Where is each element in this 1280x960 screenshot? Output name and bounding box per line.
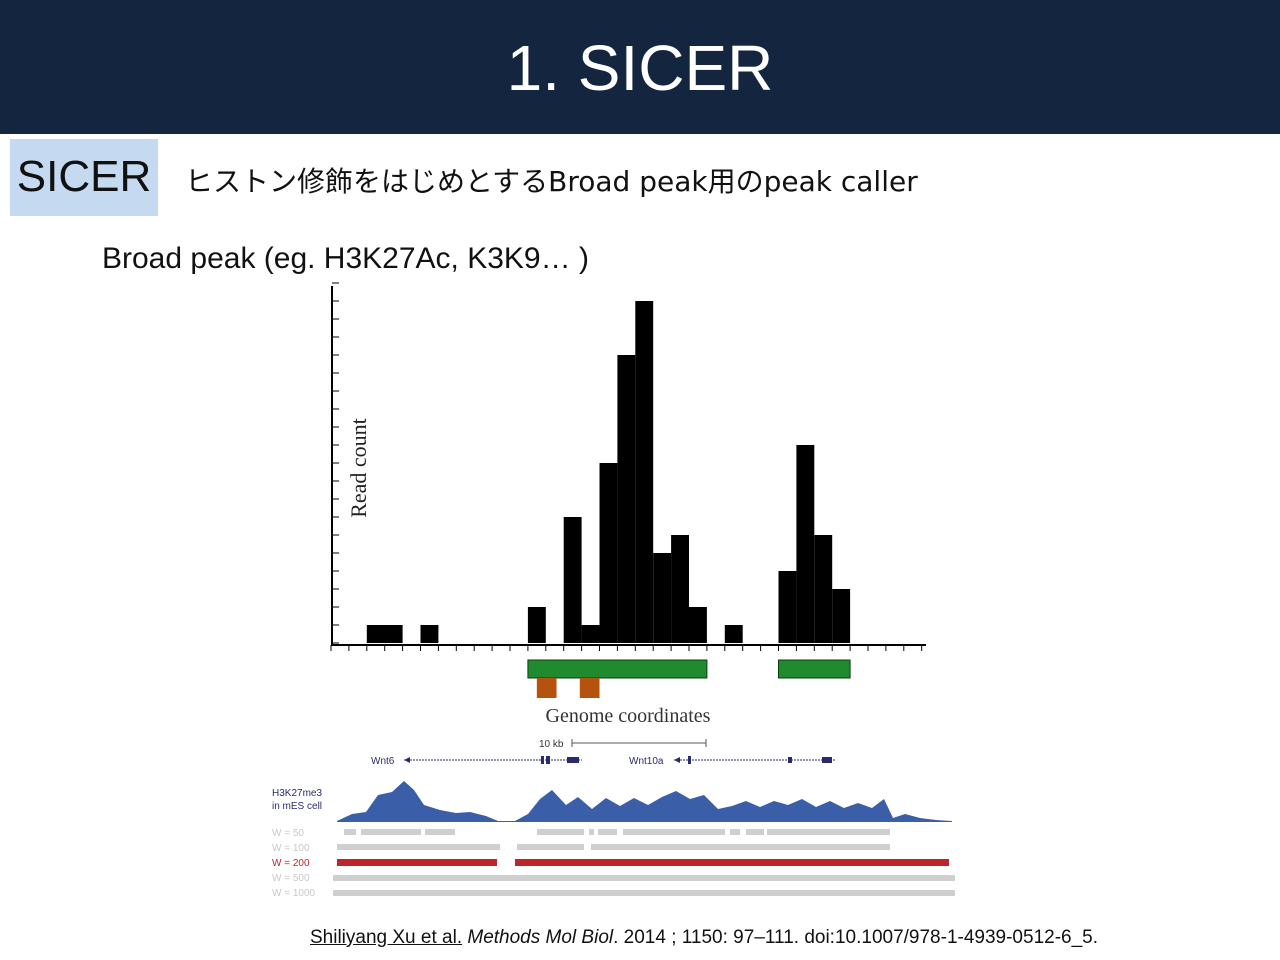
- bar-15: [832, 589, 851, 643]
- islands-group: [527, 659, 851, 698]
- h3k27me3-signal: [337, 781, 952, 822]
- citation-journal: Methods Mol Biol: [467, 927, 614, 948]
- y-axis-label: Read count: [346, 418, 371, 518]
- scale-label: 10 kb: [539, 739, 564, 750]
- x-axis-label: Genome coordinates: [546, 705, 711, 727]
- window-label-50: W = 50: [272, 828, 304, 839]
- sub-island-1: [579, 678, 600, 698]
- island-1: [778, 659, 851, 679]
- bar-9: [671, 535, 689, 643]
- bar-3: [563, 517, 582, 643]
- signal-label-line2: in mES cell: [272, 801, 322, 812]
- read-count-chart: Read count Genome coordinates: [330, 282, 926, 727]
- bar-6: [617, 355, 636, 643]
- gene-label-wnt10a: Wnt10a: [629, 756, 664, 767]
- bar-7: [635, 301, 654, 643]
- window-label-500: W = 500: [272, 873, 310, 884]
- bar-14: [814, 535, 833, 643]
- window-row-50: [344, 829, 890, 835]
- bars-group: [366, 301, 851, 643]
- bar-0: [366, 625, 403, 643]
- genome-track: 10 kb Wnt6 Wnt10a H3K27me3 in mES cell W…: [272, 739, 955, 899]
- sub-island-0: [536, 678, 557, 698]
- title-bar: 1. SICER: [0, 0, 1280, 134]
- bar-11: [724, 625, 743, 643]
- gene-model-wnt10a: [674, 756, 836, 764]
- section-tag-label: SICER: [16, 152, 152, 201]
- window-row-500: [333, 875, 955, 881]
- citation: Shiliyang Xu et al. Methods Mol Biol. 20…: [310, 924, 1098, 952]
- window-rows: W = 50 W = 100 W = 200 W = 500 W = 1000: [272, 828, 955, 899]
- bullet-text: Broad peak (eg. H3K27Ac, K3K9… ): [102, 242, 589, 275]
- bar-4: [581, 625, 600, 643]
- signal-label-line1: H3K27me3: [272, 788, 322, 799]
- citation-details: . 2014 ; 1150: 97–111. doi:10.1007/978-1…: [613, 927, 1099, 948]
- bar-8: [653, 553, 672, 643]
- slide-subtitle: ヒストン修飾をはじめとするBroad peak用のpeak caller: [185, 165, 918, 198]
- section-tag: [10, 139, 158, 216]
- slide-title: 1. SICER: [506, 32, 774, 104]
- window-row-100: [337, 844, 890, 850]
- gene-model-wnt6: [404, 756, 582, 764]
- bar-13: [796, 445, 815, 643]
- chart-axes: [330, 282, 926, 651]
- bar-5: [599, 463, 618, 643]
- bar-10: [689, 607, 707, 643]
- window-row-1000: [333, 890, 955, 896]
- bar-12: [778, 571, 797, 643]
- bar-2: [527, 607, 546, 643]
- citation-authors: Shiliyang Xu et al.: [310, 927, 463, 948]
- window-row-200: [337, 859, 949, 866]
- window-label-200: W = 200: [272, 858, 310, 869]
- window-label-1000: W = 1000: [272, 888, 316, 899]
- bar-1: [420, 625, 439, 643]
- gene-label-wnt6: Wnt6: [371, 756, 395, 767]
- island-0: [527, 659, 708, 679]
- window-label-100: W = 100: [272, 843, 310, 854]
